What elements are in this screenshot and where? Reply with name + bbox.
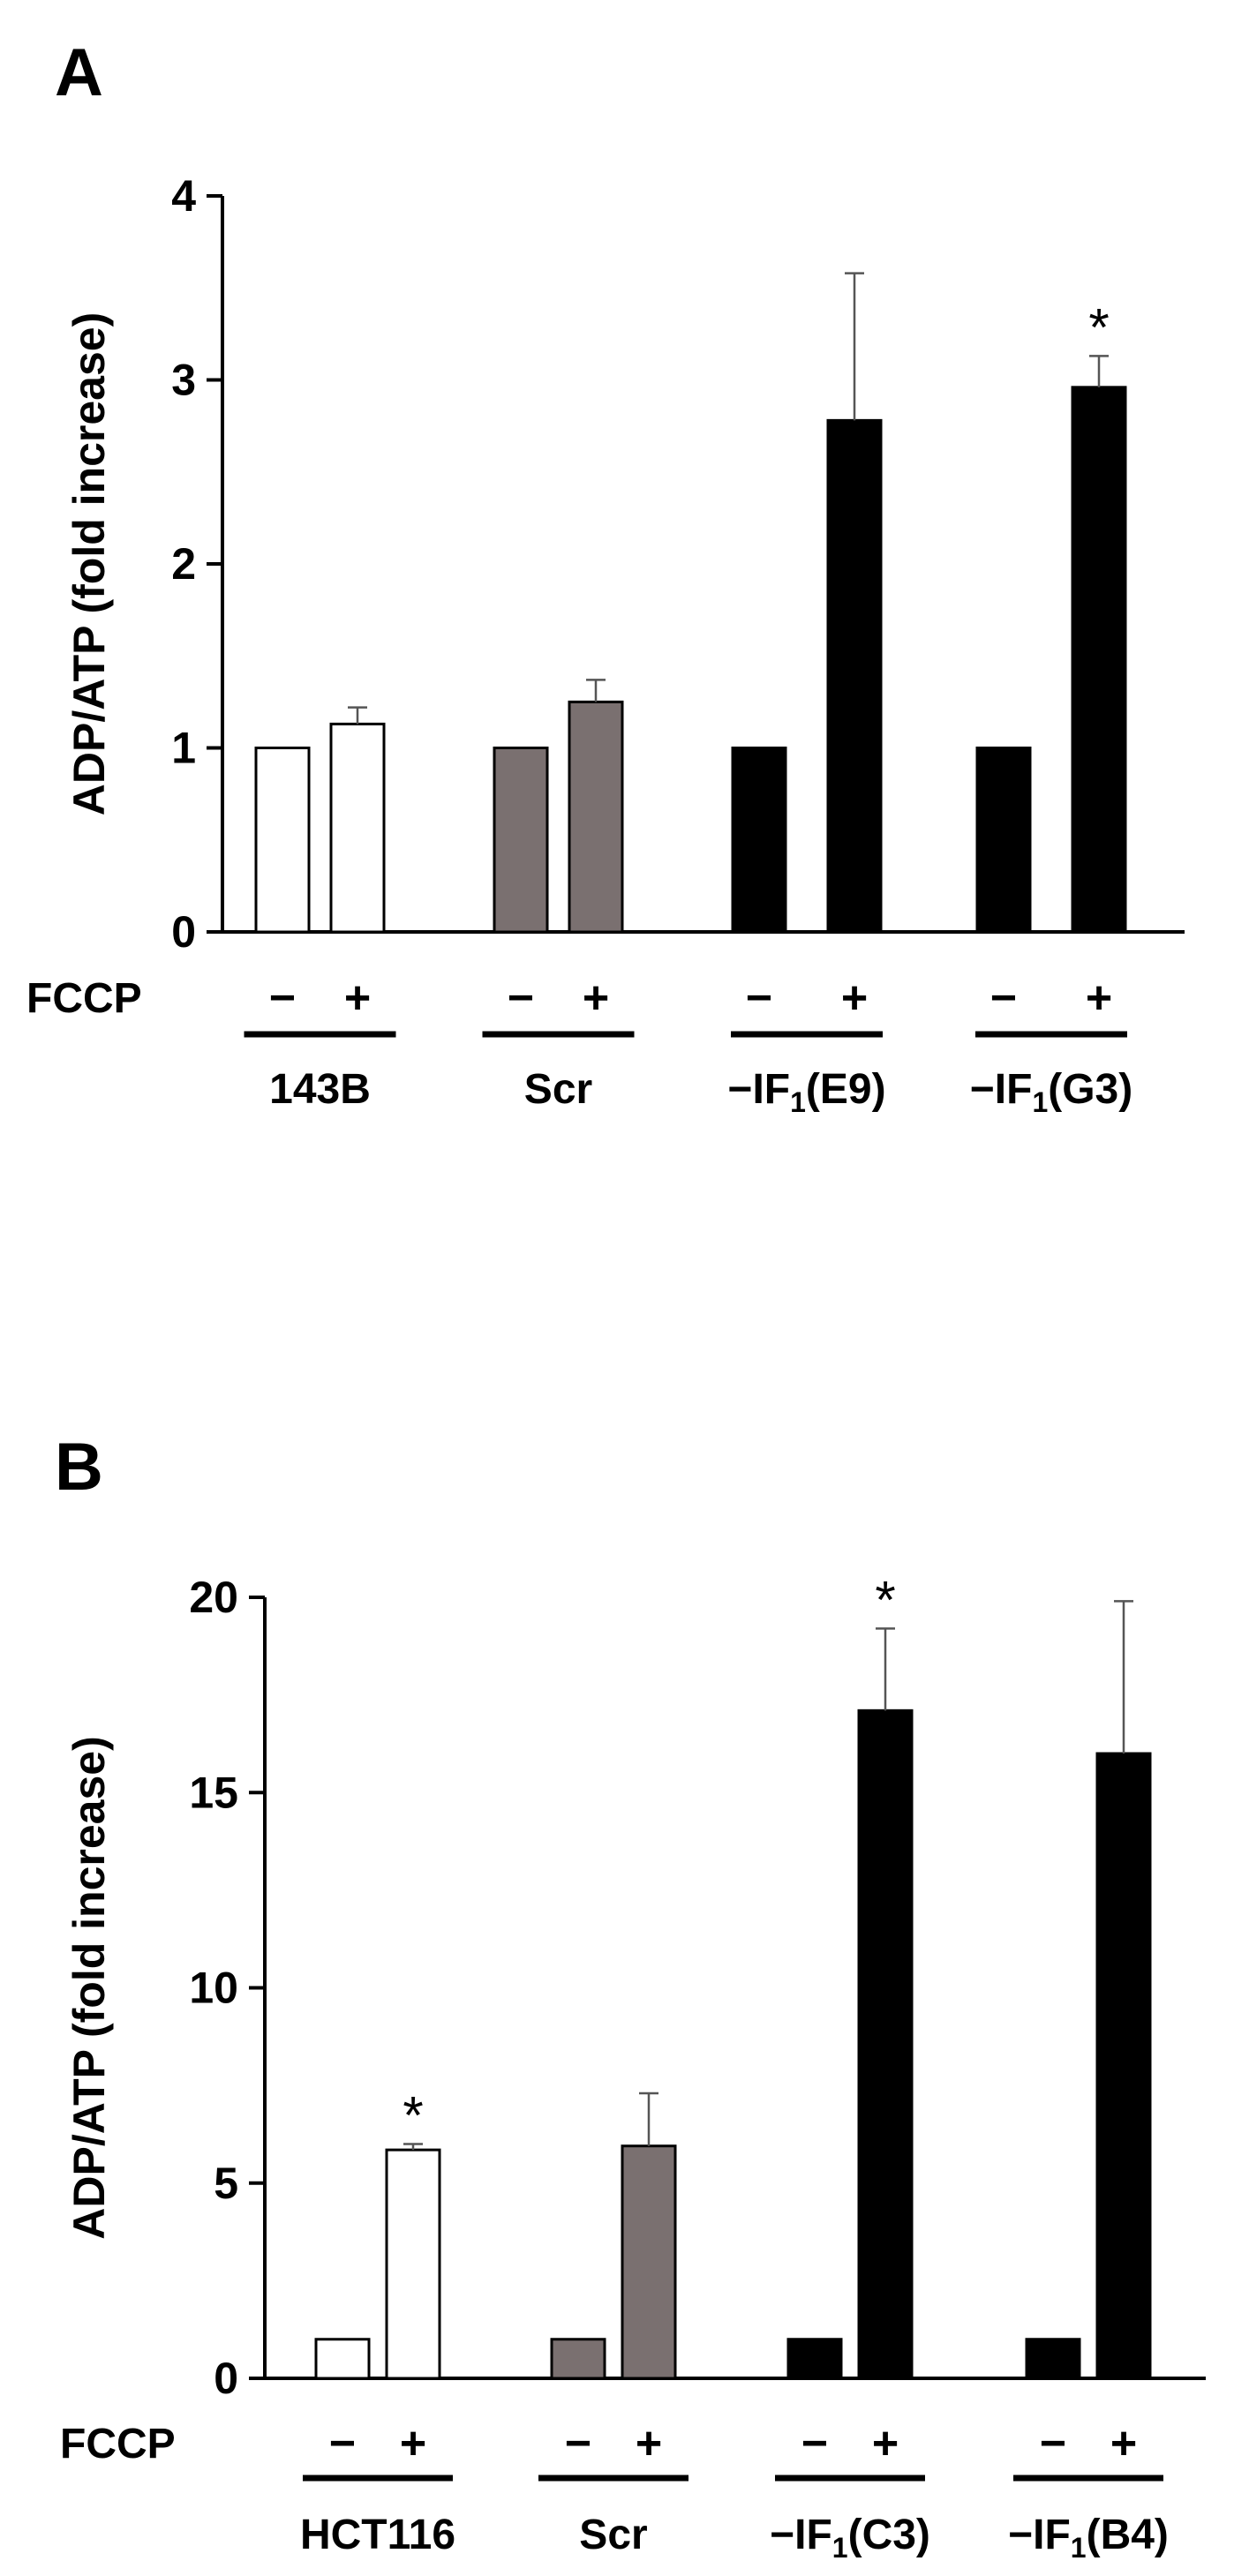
panel-a-group-label: Scr — [524, 1066, 592, 1113]
panel-b-group-label: Scr — [579, 2512, 647, 2558]
panel-b-letter: B — [55, 1430, 103, 1505]
panel-b-bar — [857, 1709, 914, 2380]
panel-b-fccp-sign: − — [329, 2418, 356, 2469]
panel-b-bar — [314, 2338, 371, 2380]
panel-b-group-label: HCT116 — [300, 2512, 455, 2558]
panel-b-fccp-sign: + — [1110, 2418, 1137, 2469]
panel-a-group: − +143B — [244, 706, 396, 1113]
panel-b-bar — [621, 2144, 677, 2380]
panel-a-group: − * + −IF1(G3) — [970, 297, 1132, 1118]
panel-b-fccp-sign: + — [400, 2418, 426, 2469]
panel-a-bar — [975, 747, 1032, 934]
panel-b-fccp-sign: − — [1040, 2418, 1066, 2469]
panel-a-y-tick-label: 2 — [171, 539, 196, 589]
panel-a-bar — [568, 700, 624, 934]
panel-a-bar — [493, 747, 549, 934]
panel-b-bar — [786, 2338, 843, 2380]
panel-b-group: − + Scr — [538, 2092, 688, 2558]
panel-a-fccp-sign: − — [990, 973, 1017, 1024]
panel-a-y-tick-label: 4 — [171, 171, 196, 221]
panel-a-group: − + −IF1(E9) — [727, 272, 886, 1118]
panel-b-y-tick-label: 5 — [214, 2159, 238, 2208]
panel-a-fccp-sign: − — [269, 973, 296, 1024]
panel-b-y-axis-label: ADP/ATP (fold increase) — [64, 1736, 114, 2239]
panel-a-bar — [254, 747, 311, 934]
panel-a-bar — [329, 722, 386, 934]
panel-a-fccp-sign: + — [1086, 973, 1112, 1024]
panel-b-y-tick-label: 10 — [189, 1964, 238, 2013]
panel-a-y-axis-label: ADP/ATP (fold increase) — [64, 312, 114, 815]
panel-a-fccp-sign: − — [508, 973, 534, 1024]
panel-b-fccp-sign: − — [565, 2418, 591, 2469]
panel-b: B 0 5 10 15 20 ADP/ATP (fold increase) FCCP − * + H… — [55, 1430, 1206, 2564]
panel-b-group: − * + HCT116 — [300, 2086, 455, 2559]
panel-a-letter: A — [55, 35, 103, 110]
panel-a-y-tick-label: 0 — [171, 907, 196, 957]
panel-b-fccp-label: FCCP — [60, 2421, 176, 2467]
panel-a-y-tick-label: 1 — [171, 724, 196, 773]
panel-a-group-label: −IF1(G3) — [970, 1066, 1132, 1118]
panel-b-bar — [550, 2338, 606, 2380]
panel-b-group: − + −IF1(B4) — [1008, 1600, 1169, 2564]
panel-b-bar — [1095, 1752, 1152, 2380]
panel-a-group-label: 143B — [269, 1066, 371, 1113]
panel-b-fccp-sign: + — [636, 2418, 662, 2469]
panel-b-bar — [385, 2148, 441, 2380]
panel-a-fccp-sign: + — [344, 973, 371, 1024]
panel-b-y-tick-label: 20 — [189, 1573, 238, 1622]
panel-a-bar — [1071, 386, 1127, 934]
panel-b-y-tick-label: 0 — [214, 2354, 238, 2403]
panel-a-y-tick-label: 3 — [171, 356, 196, 405]
panel-b-y-tick-label: 15 — [189, 1768, 238, 1817]
panel-b-fccp-sign: − — [801, 2418, 828, 2469]
panel-a-bar — [731, 747, 787, 934]
panel-a-fccp-sign: − — [746, 973, 772, 1024]
panel-b-significance-star: * — [403, 2086, 423, 2145]
panel-b-group: − * + −IF1(C3) — [770, 1570, 930, 2564]
panel-b-group-label: −IF1(B4) — [1008, 2512, 1169, 2564]
panel-a-group-label: −IF1(E9) — [727, 1066, 885, 1118]
panel-a-fccp-label: FCCP — [26, 975, 142, 1022]
panel-a-fccp-sign: + — [583, 973, 609, 1024]
panel-a-fccp-sign: + — [841, 973, 868, 1024]
panel-b-fccp-sign: + — [872, 2418, 899, 2469]
panel-a-group: − + Scr — [482, 679, 635, 1113]
panel-b-bar — [1025, 2338, 1081, 2380]
panel-b-significance-star: * — [875, 1570, 895, 1629]
panel-a-significance-star: * — [1088, 297, 1109, 357]
panel-b-group-label: −IF1(C3) — [770, 2512, 930, 2564]
panel-a-bar — [826, 418, 883, 934]
